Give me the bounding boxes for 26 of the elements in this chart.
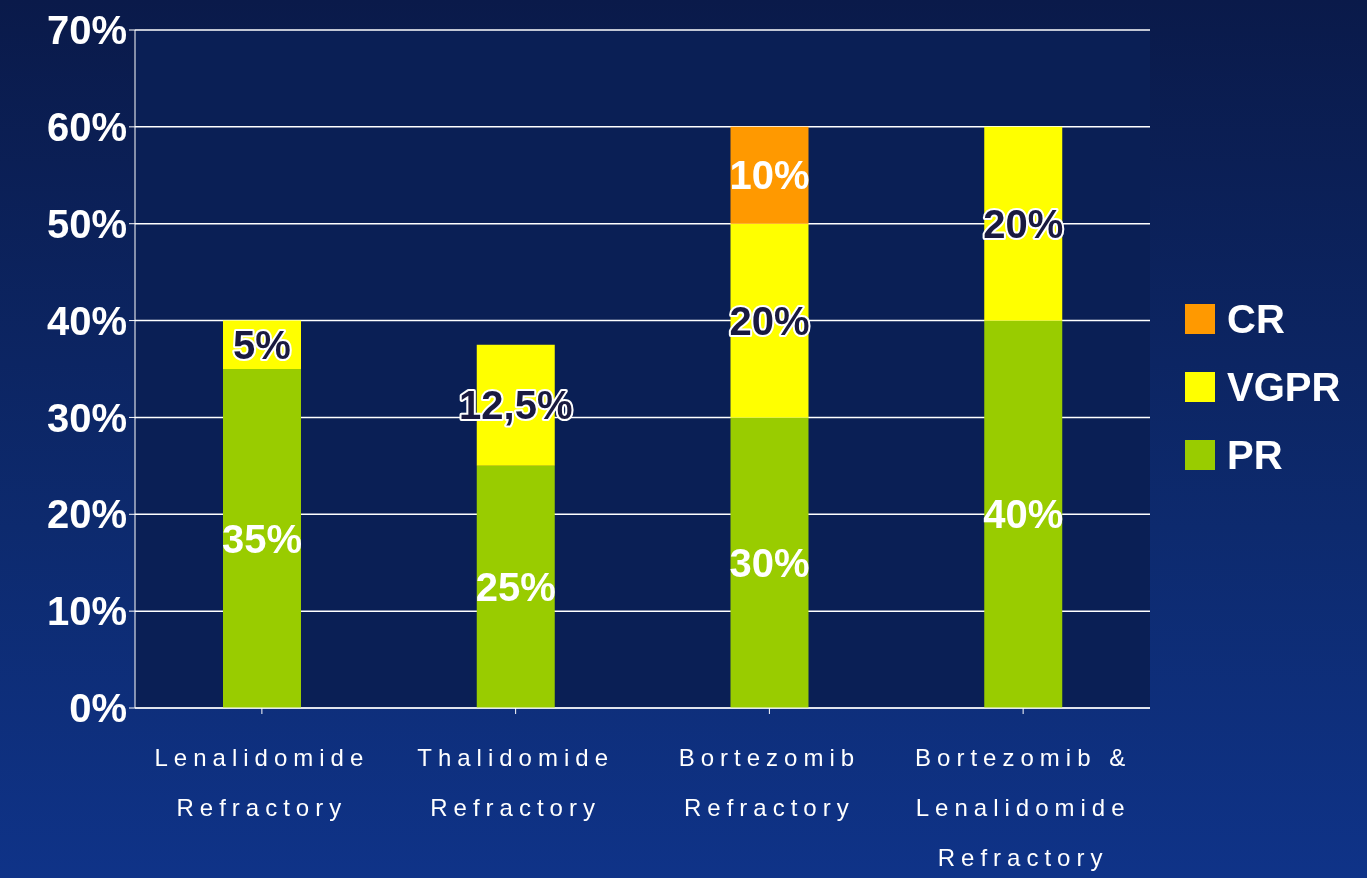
- data-label: 30%: [729, 540, 810, 585]
- data-label: 10%: [729, 153, 810, 198]
- data-label: 40%: [983, 492, 1064, 537]
- data-label: 35%: [221, 516, 303, 561]
- x-tick-label: Thalidomide Refractory: [417, 744, 614, 821]
- y-tick-label: 50%: [46, 201, 127, 246]
- y-tick-label: 10%: [46, 589, 127, 634]
- bar: [984, 320, 1063, 708]
- x-tick-label: Lenalidomide Refractory: [154, 744, 370, 821]
- x-tick-label: Bortezomib Refractory: [678, 744, 861, 821]
- y-tick-label: 20%: [46, 492, 127, 537]
- bar: [476, 465, 555, 708]
- y-tick-label: 70%: [46, 8, 127, 53]
- legend-label: VGPR: [1227, 364, 1341, 410]
- bar: [223, 369, 301, 708]
- y-tick-label: 40%: [46, 298, 127, 343]
- x-tick-label: Bortezomib & Lenalidomide Refractory: [915, 744, 1132, 871]
- data-label: 5%: [233, 322, 291, 367]
- bar: [730, 417, 809, 708]
- data-label: 20%: [729, 298, 810, 343]
- y-tick-label: 60%: [46, 105, 127, 150]
- legend-label: CR: [1227, 296, 1285, 342]
- data-label: 25%: [475, 564, 556, 609]
- legend-label: PR: [1227, 432, 1283, 478]
- y-tick-label: 0%: [69, 686, 127, 731]
- y-tick-label: 30%: [46, 395, 127, 440]
